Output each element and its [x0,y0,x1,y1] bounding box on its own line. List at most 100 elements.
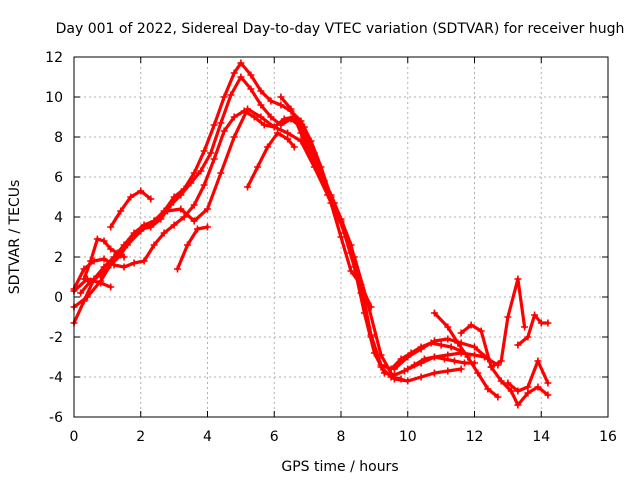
data-point [220,127,228,135]
x-tick-label: 0 [70,429,79,445]
data-point [220,93,228,101]
y-tick-label: 6 [54,170,63,186]
markers-sat-g [107,187,155,231]
data-point [477,327,485,335]
series-sat-a [72,61,403,381]
data-point [147,195,155,203]
data-point [244,105,252,113]
data-point [210,121,218,129]
series-sat-o [489,365,550,407]
data-point [544,391,552,399]
chart-title: Day 001 of 2022, Sidereal Day-to-day VTE… [56,21,625,37]
data-point [494,393,502,401]
data-point [430,369,438,377]
data-point [290,143,298,151]
data-point [430,309,438,317]
data-point [534,357,542,365]
data-point [230,113,238,121]
data-point [193,225,201,233]
data-point [390,375,398,383]
x-tick-label: 16 [599,429,617,445]
data-point [160,229,168,237]
data-point [327,199,335,207]
data-point [454,339,462,347]
data-point [367,303,375,311]
x-tick-label: 14 [532,429,550,445]
data-point [417,345,425,353]
series-sat-b [79,75,463,371]
data-point [430,337,438,345]
data-point [447,343,455,351]
data-point [110,255,118,263]
data-point [217,119,225,127]
data-point [120,263,128,271]
data-point [107,223,115,231]
data-point [83,293,91,301]
x-tick-label: 4 [203,429,212,445]
data-point [257,101,265,109]
data-point [497,377,505,385]
data-point [514,341,522,349]
data-point [457,365,465,373]
markers-sat-a [70,59,405,383]
data-point [357,281,365,289]
data-point [97,279,105,287]
data-point [350,253,358,261]
data-point [204,205,211,213]
data-point [237,59,245,67]
data-point [113,249,121,257]
axis-ticks: 0 2 4 6 8 10 12 14 16 -6 -4 -2 0 2 4 6 8 10 12 [45,50,617,445]
data-point [210,155,218,163]
data-point [137,227,145,235]
y-tick-label: 8 [54,130,63,146]
data-point [514,401,522,409]
series-sat-h [175,225,210,271]
data-point [360,309,368,317]
data-point [170,221,178,229]
data-point [460,359,468,367]
data-point [337,219,345,227]
data-point [227,91,235,99]
data-point [317,173,325,181]
series-sat-n [459,277,527,369]
markers-sat-j [277,93,375,311]
data-point [173,265,181,273]
data-point [270,123,278,131]
data-point [430,353,438,361]
markers-sat-i [244,129,298,191]
markers-sat-o [487,363,552,409]
data-point [417,373,425,381]
data-point [307,153,315,161]
data-point [380,369,388,377]
data-point [471,343,478,351]
data-point [93,235,101,243]
data-point [127,193,135,201]
data-point [457,329,465,337]
data-point [514,387,522,395]
series-sat-f [72,277,113,293]
data-point [117,207,125,215]
x-tick-label: 6 [270,429,279,445]
data-point [177,191,185,199]
data-point [130,259,138,267]
data-point [404,377,412,385]
x-tick-label: 2 [136,429,145,445]
data-point [257,87,265,95]
y-tick-label: -6 [49,410,63,426]
data-point [137,187,145,195]
series-sat-j [279,95,373,309]
data-point [544,319,552,327]
data-point [544,379,552,387]
data-point [497,357,505,365]
y-tick-label: -2 [49,330,63,346]
data-point [504,379,512,387]
data-point [100,255,108,263]
data-point [190,217,198,225]
data-point [524,333,532,341]
markers-sat-h [173,223,211,273]
data-point [514,275,522,283]
data-point [531,311,539,319]
data-point [487,363,495,371]
data-point [474,369,482,377]
x-axis-label: GPS time / hours [281,459,398,475]
